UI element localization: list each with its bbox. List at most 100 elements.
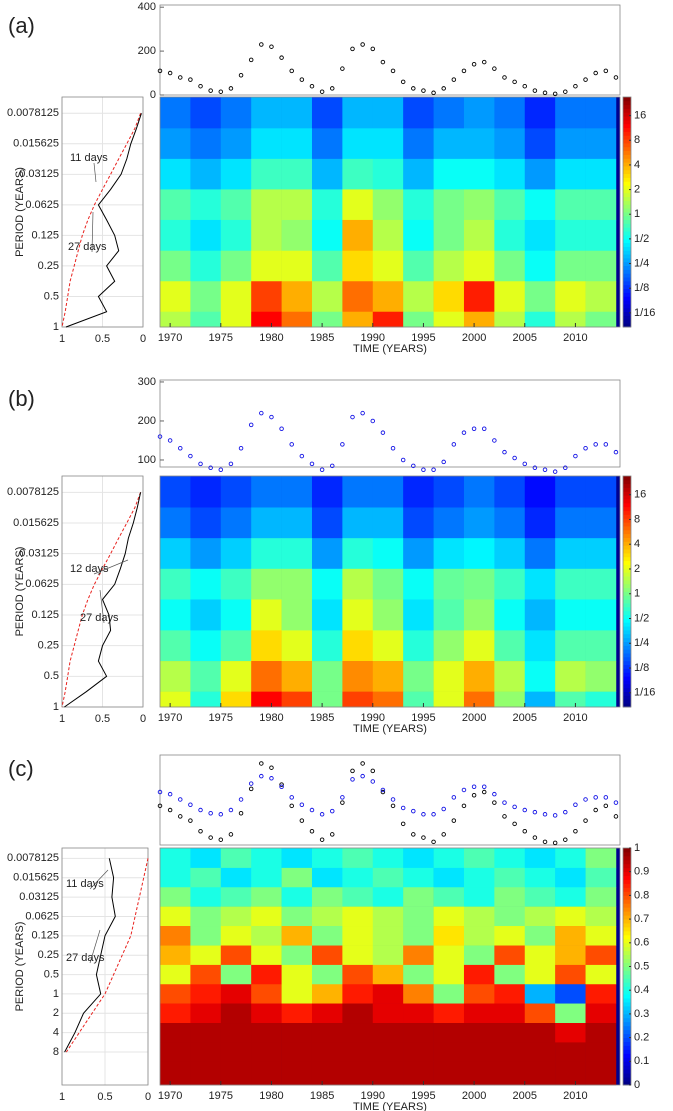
heatmap-cell	[372, 964, 404, 985]
x-tick-label: 1980	[259, 332, 283, 344]
heatmap-cell	[463, 219, 495, 252]
heatmap-cell	[372, 568, 404, 600]
data-point	[522, 828, 528, 834]
data-point	[532, 835, 538, 840]
colorbar-segment	[623, 177, 631, 182]
colorbar-segment	[623, 599, 631, 604]
annotation-arrow	[99, 589, 105, 624]
heatmap-cell	[433, 568, 465, 600]
heatmap-cell	[585, 984, 617, 1004]
heatmap-cell	[251, 1042, 282, 1063]
heatmap-cell	[311, 1061, 343, 1086]
heatmap-cell	[372, 848, 404, 869]
data-point	[563, 465, 568, 471]
colorbar-segment	[623, 883, 631, 888]
heatmap-cell	[311, 281, 343, 313]
data-point	[532, 465, 538, 471]
heatmap-cell	[463, 311, 495, 328]
plot-frame	[159, 754, 621, 846]
heatmap-cell	[372, 630, 404, 662]
heatmap-cell	[403, 1042, 434, 1063]
heatmap-cell	[311, 476, 343, 508]
heatmap-cell	[311, 887, 343, 907]
data-point	[492, 66, 497, 71]
heatmap-cell	[251, 158, 282, 190]
heatmap-cell	[494, 97, 526, 129]
colorbar-segment	[623, 1029, 631, 1035]
x-axis-label: TIME (YEARS)	[353, 723, 427, 735]
x-tick-label: 1980	[259, 712, 283, 724]
data-point	[502, 449, 507, 455]
colorbar-segment	[623, 545, 631, 550]
heatmap-cell	[463, 476, 495, 508]
heatmap-cell	[281, 219, 313, 252]
y-tick-label: 300	[138, 376, 156, 388]
heatmap-cell	[372, 311, 404, 328]
data-point	[512, 821, 517, 827]
colorbar-segment	[623, 1081, 631, 1086]
x-tick-label: 0	[140, 713, 146, 725]
x-tick-label: 1995	[411, 1090, 435, 1102]
y-tick-label: 200	[138, 415, 156, 427]
colorbar-segment	[623, 676, 631, 681]
y-axis-label: PERIOD (YEARS)	[14, 922, 26, 1012]
data-point	[188, 802, 193, 808]
y-tick-label: 0.0078125	[7, 107, 59, 119]
heatmap-cell	[251, 599, 282, 631]
heatmap-cell	[342, 964, 374, 985]
y-axis-label: PERIOD (YEARS)	[14, 547, 26, 637]
colorbar-segment	[623, 1013, 631, 1019]
x-tick-label: 2010	[563, 1090, 587, 1102]
data-point	[400, 805, 406, 811]
colorbar-segment	[623, 572, 631, 577]
data-point	[289, 803, 294, 809]
colorbar-segment	[623, 907, 631, 912]
heatmap-cell	[524, 568, 556, 600]
heatmap-cell	[190, 476, 222, 508]
data-point	[157, 434, 163, 439]
heatmap-cell	[160, 250, 191, 282]
heatmap-cell	[494, 630, 526, 662]
heatmap-cell	[463, 887, 495, 907]
colorbar-segment	[623, 867, 631, 873]
colorbar-tick-label: 8	[634, 134, 640, 146]
heatmap-cell	[220, 1023, 252, 1043]
heatmap-cell	[403, 250, 434, 282]
data-point	[218, 837, 224, 842]
heatmap-cell	[433, 189, 465, 221]
data-point	[198, 461, 203, 467]
x-tick-label: 1995	[411, 332, 435, 344]
data-point	[350, 777, 355, 782]
heatmap-cell	[342, 661, 374, 692]
colorbar-segment	[623, 311, 631, 316]
heatmap-cell	[463, 661, 495, 692]
colorbar-segment	[623, 610, 631, 615]
heatmap-cell	[220, 476, 252, 508]
heatmap-cell	[585, 848, 617, 869]
colorbar-segment	[623, 227, 631, 232]
data-point	[431, 812, 436, 817]
data-point	[461, 787, 467, 793]
y-tick-label: 1	[53, 701, 59, 713]
heatmap-cell	[463, 189, 495, 221]
y-tick-label: 400	[138, 1, 156, 13]
data-point	[167, 791, 173, 797]
data-point	[248, 57, 254, 63]
colorbar-tick-label: 8	[634, 513, 640, 525]
data-point	[441, 832, 446, 837]
heatmap-cell	[463, 906, 495, 927]
colorbar-tick-label: 1	[634, 208, 640, 220]
colorbar-tick-label: 1/16	[634, 307, 655, 319]
data-point	[583, 818, 588, 823]
data-point	[613, 449, 619, 455]
colorbar-segment	[623, 919, 631, 924]
colorbar-segment	[623, 946, 631, 952]
heatmap-cell	[372, 1042, 404, 1063]
data-point	[390, 68, 396, 74]
heatmap-cell	[281, 926, 313, 946]
heatmap-cell	[524, 926, 556, 946]
heatmap-cell	[494, 219, 526, 252]
data-point	[350, 414, 355, 420]
heatmap-cell	[281, 848, 313, 869]
